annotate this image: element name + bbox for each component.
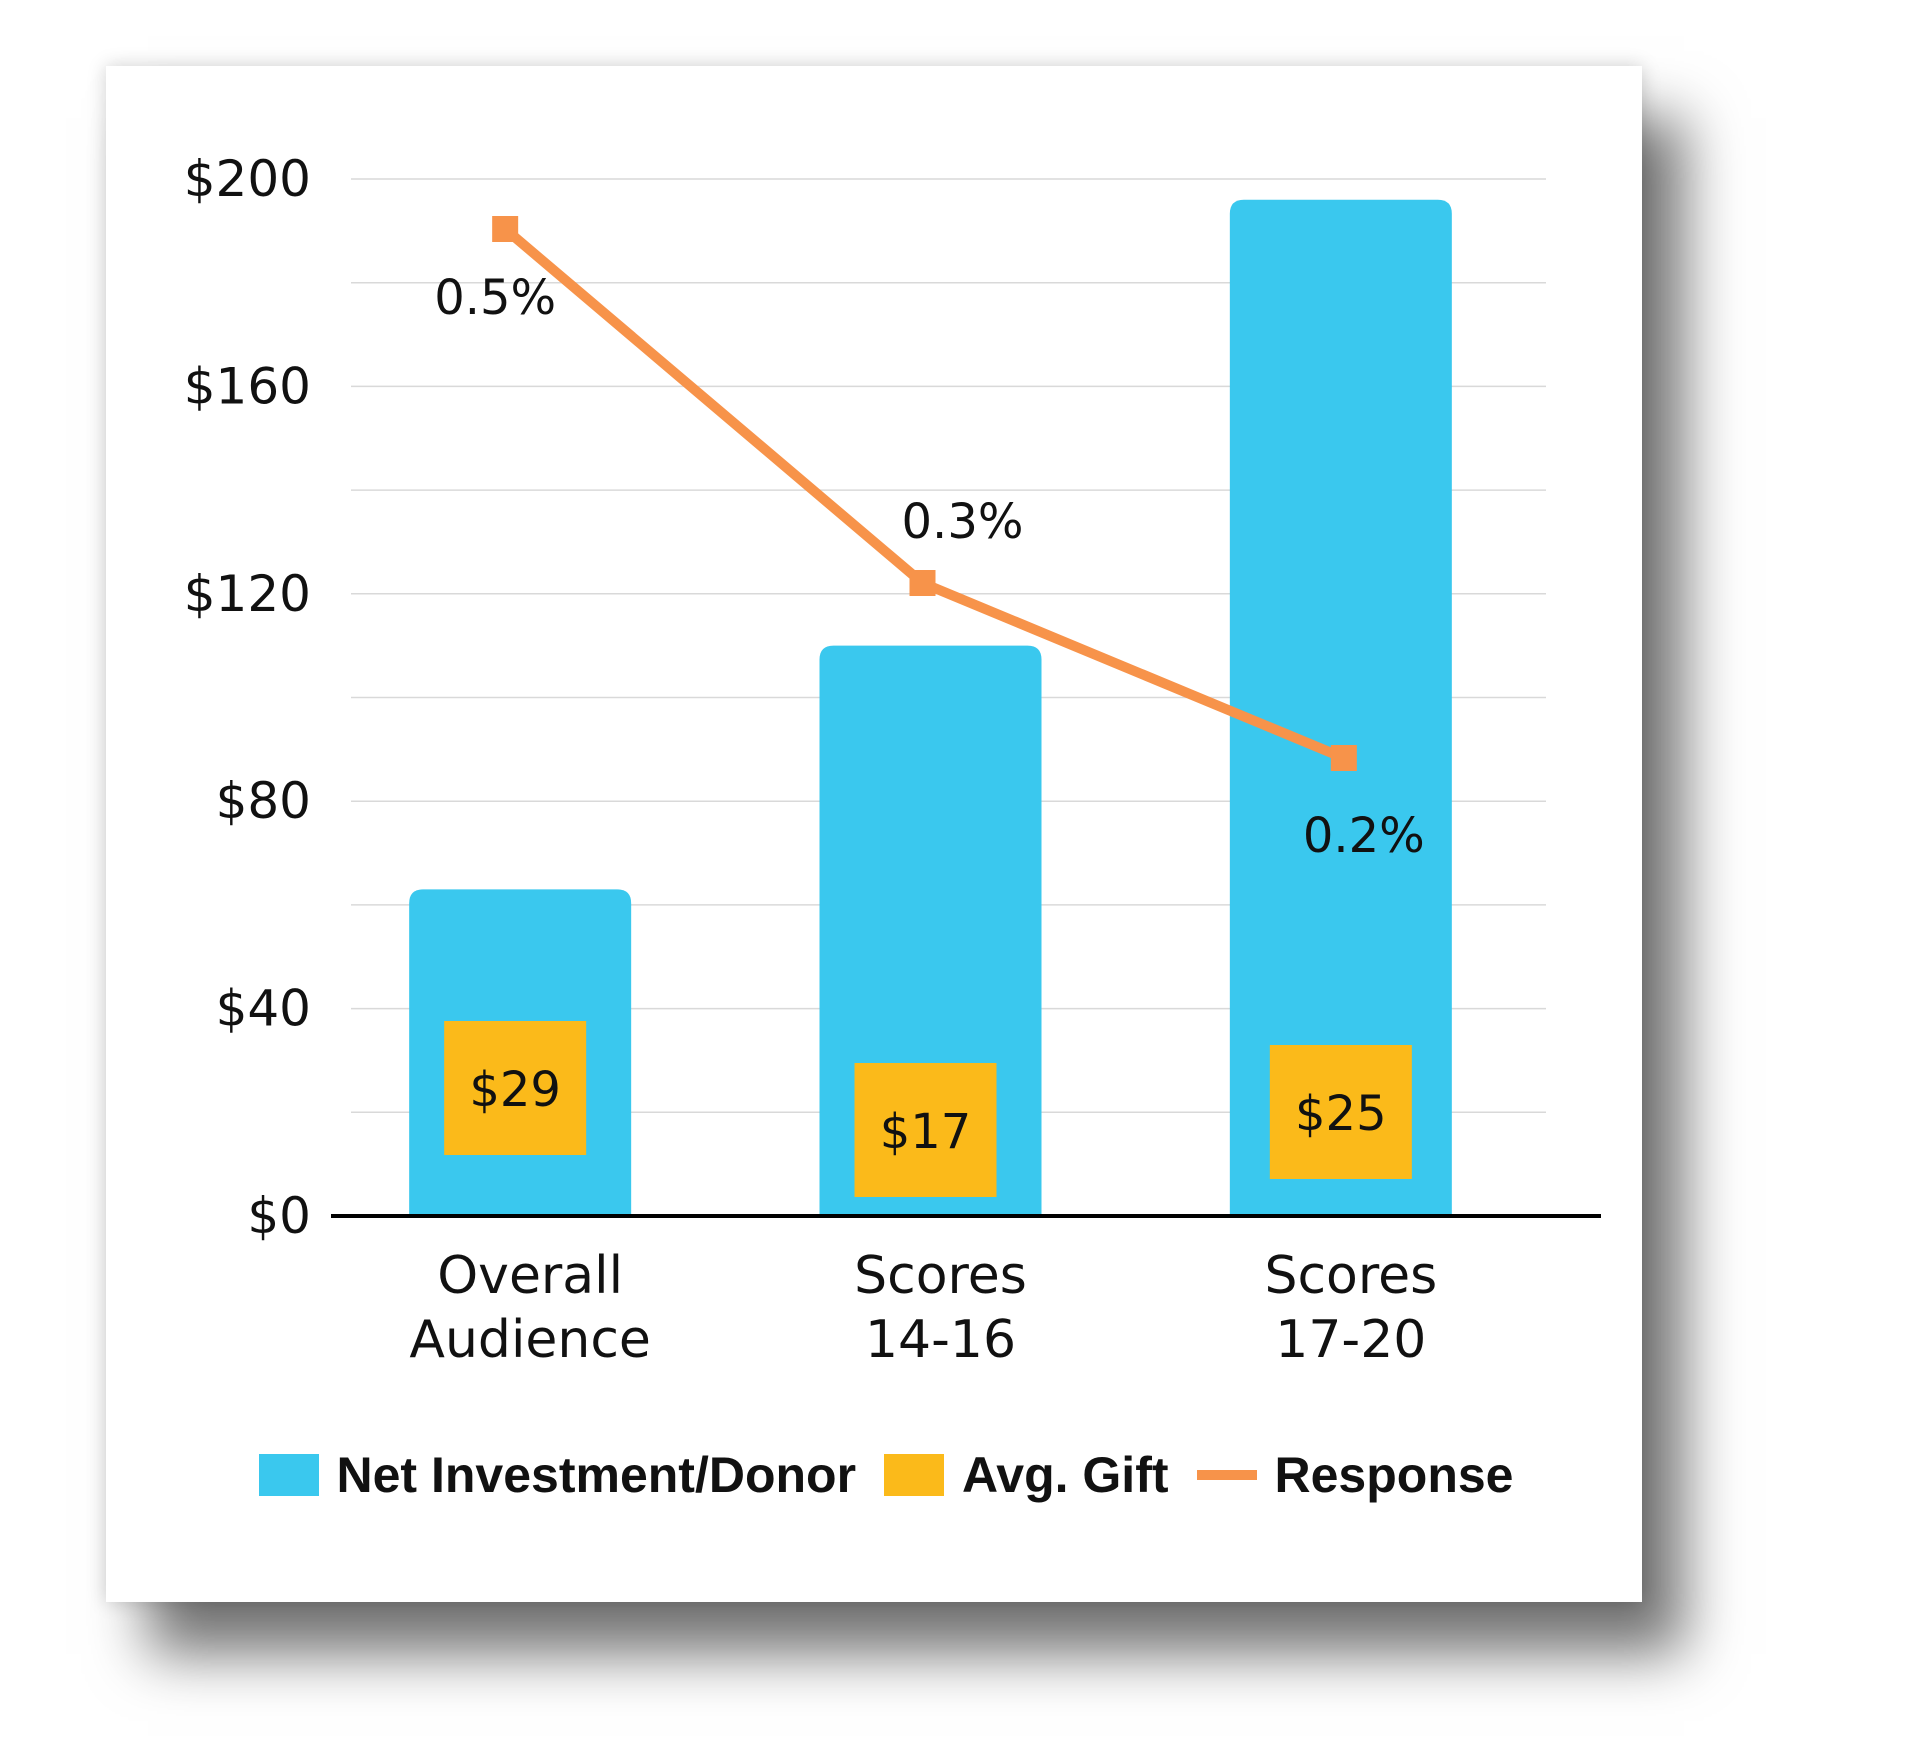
bar [1229, 199, 1452, 1217]
y-tick-label: $80 [216, 772, 311, 830]
legend-item-response: Response [1196, 1446, 1514, 1504]
avg-gift-box [1269, 1045, 1412, 1179]
response-label: 0.3% [902, 494, 1024, 550]
legend-label-avg-gift: Avg. Gift [962, 1447, 1169, 1503]
x-category-label: 17-20 [1275, 1310, 1426, 1370]
y-tick-label: $40 [216, 980, 311, 1038]
legend-label-response: Response [1274, 1447, 1514, 1503]
x-category-label: Scores [1264, 1246, 1437, 1306]
avg-gift-box [444, 1021, 587, 1155]
y-tick-label: $120 [184, 565, 311, 623]
y-tick-label: $0 [247, 1187, 311, 1245]
y-tick-label: $200 [184, 150, 311, 208]
chart-svg: $0 $40 $80 $120 $160 $200 $29 $17 $25 0.5% 0.3% 0.2… [184, 150, 1601, 1370]
legend-swatch-net-investment [258, 1454, 319, 1496]
legend-swatch-avg-gift [884, 1454, 945, 1496]
legend-item-avg-gift: Avg. Gift [884, 1446, 1169, 1504]
avg-gift-label: $29 [469, 1062, 561, 1118]
response-marker [909, 570, 936, 596]
avg-gift-label: $25 [1295, 1086, 1387, 1142]
legend: Net Investment/Donor Avg. Gift Response [236, 1446, 1536, 1504]
legend-label-net-investment: Net Investment/Donor [336, 1447, 857, 1503]
legend-swatch-response [1196, 1470, 1257, 1480]
x-category-label: Scores [854, 1246, 1027, 1306]
response-marker [492, 216, 519, 242]
avg-gift-box [854, 1063, 997, 1197]
legend-item-net-investment: Net Investment/Donor [258, 1446, 857, 1504]
response-marker [1330, 745, 1357, 771]
y-tick-label: $160 [184, 357, 311, 415]
x-category-label: Audience [409, 1310, 651, 1370]
x-category-label: 14-16 [865, 1310, 1016, 1370]
chart-card: $0 $40 $80 $120 $160 $200 $29 $17 $25 0.5% 0.3% 0.2… [106, 66, 1642, 1602]
x-category-label: Overall [437, 1246, 623, 1306]
response-label: 0.2% [1303, 808, 1425, 864]
response-label: 0.5% [434, 270, 556, 326]
avg-gift-label: $17 [880, 1104, 972, 1160]
